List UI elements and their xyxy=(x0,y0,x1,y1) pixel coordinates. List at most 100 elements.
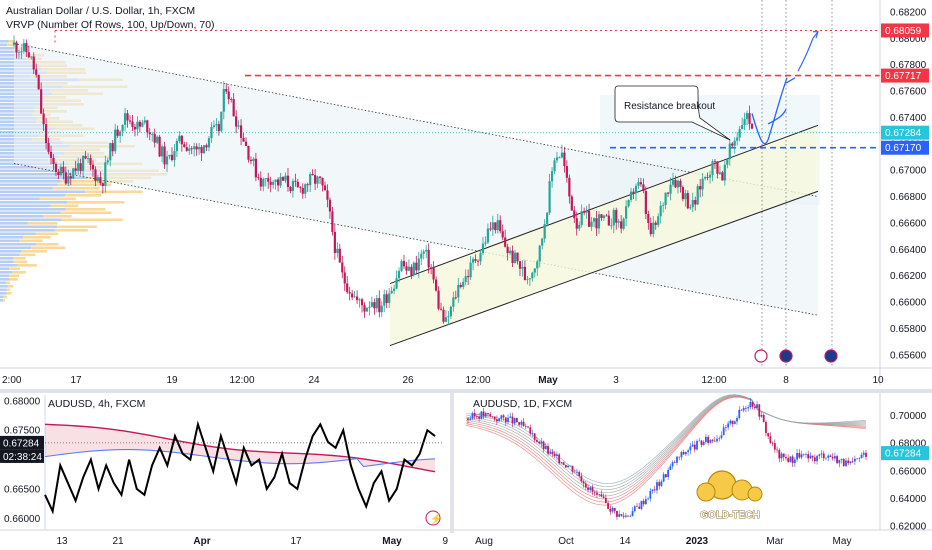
volume-profile-up-row xyxy=(0,218,62,222)
daily-candle-body xyxy=(736,418,738,422)
candle-body xyxy=(558,157,561,159)
candle-body xyxy=(126,113,129,121)
volume-profile-down-row xyxy=(9,278,18,281)
candle-body xyxy=(528,278,531,280)
candle-body xyxy=(109,143,112,161)
candle-body xyxy=(681,187,684,200)
candle-body xyxy=(622,218,625,229)
candle-body xyxy=(733,140,736,146)
candle-body xyxy=(232,99,235,117)
candle-body xyxy=(212,125,216,127)
candle-body xyxy=(314,175,317,184)
candle-body xyxy=(222,88,225,112)
candle-body xyxy=(57,171,60,176)
gold-tech-logo-coin-left xyxy=(696,482,716,502)
volume-profile-up-row xyxy=(0,57,26,61)
candle-body xyxy=(360,299,364,306)
candle-body xyxy=(738,129,741,138)
candle-body xyxy=(365,307,369,312)
daily-candles-group xyxy=(467,397,867,520)
daily-candle-body xyxy=(749,401,752,408)
daily-candle-body xyxy=(711,439,714,441)
candle-body xyxy=(476,260,480,262)
candle-body xyxy=(494,222,497,231)
candle-body xyxy=(138,121,141,127)
candle-body xyxy=(462,281,465,287)
candle-body xyxy=(447,316,450,318)
daily-candle-body xyxy=(631,511,634,516)
daily-candle-body xyxy=(573,471,576,473)
candle-body xyxy=(684,193,687,200)
candle-body xyxy=(42,113,45,125)
main-time-tick: 26 xyxy=(402,375,414,386)
candle-body xyxy=(254,158,257,178)
ma-ribbon-fill xyxy=(45,424,435,472)
main-price-tick: 0.67600 xyxy=(890,87,927,98)
candle-body xyxy=(523,266,527,281)
daily-candle-body xyxy=(660,481,663,486)
projection-arrow-1-head xyxy=(785,77,796,84)
volume-profile-up-row xyxy=(0,271,13,274)
daily-candle-body xyxy=(793,459,796,464)
daily-candle-body xyxy=(836,456,838,464)
candle-body xyxy=(467,276,470,278)
lower-right-time-tick: Oct xyxy=(558,536,574,547)
daily-candle-body xyxy=(733,421,736,424)
daily-candle-body xyxy=(707,436,710,443)
candle-body xyxy=(380,305,383,313)
candle-body xyxy=(726,159,729,165)
candle-body xyxy=(158,136,161,157)
candle-body xyxy=(237,125,240,127)
au-flag-icon xyxy=(779,349,793,363)
candle-body xyxy=(716,161,719,174)
daily-candle-body xyxy=(747,407,750,409)
volume-profile-up-row xyxy=(0,281,6,285)
candle-body xyxy=(64,172,67,184)
volume-profile-down-row xyxy=(12,271,26,274)
candle-body xyxy=(178,135,181,141)
daily-candle-body xyxy=(558,454,561,464)
candle-body xyxy=(629,191,633,200)
projection-arrow-2 xyxy=(797,31,819,72)
daily-candle-body xyxy=(633,506,636,512)
lower-left-price-tick: 0.66500 xyxy=(4,484,41,495)
candle-body xyxy=(148,132,151,135)
candle-body xyxy=(711,161,714,175)
candle-body xyxy=(590,221,593,227)
candle-body xyxy=(721,172,724,181)
daily-candle-body xyxy=(642,500,645,505)
volume-profile-up-row xyxy=(0,187,53,190)
candle-body xyxy=(173,151,176,161)
volume-profile-down-row xyxy=(60,211,112,215)
candle-body xyxy=(333,231,336,254)
daily-candle-body xyxy=(816,455,818,462)
daily-candle-body xyxy=(516,418,518,423)
volume-profile-down-row xyxy=(43,215,72,218)
candle-body xyxy=(516,252,519,262)
candle-body xyxy=(185,147,188,151)
candle-body xyxy=(264,178,267,180)
candle-body xyxy=(215,124,218,126)
candle-body xyxy=(649,222,652,235)
candle-body xyxy=(745,113,749,120)
daily-candle-body xyxy=(738,409,741,419)
lower-left-time-tick: Apr xyxy=(193,536,210,547)
volume-profile-down-row xyxy=(65,194,102,197)
candle-body xyxy=(546,212,549,225)
candle-body xyxy=(160,146,164,157)
volume-profile-down-row xyxy=(52,187,100,190)
candle-body xyxy=(457,284,460,298)
volume-profile-down-row xyxy=(3,295,7,299)
daily-candle-body xyxy=(713,440,716,442)
volume-profile-up-row xyxy=(0,50,15,54)
main-time-tick: 19 xyxy=(166,375,178,386)
candle-body xyxy=(659,205,662,217)
volume-profile-up-row xyxy=(0,190,86,194)
candle-body xyxy=(625,206,628,219)
candle-body xyxy=(143,120,146,123)
daily-candle-body xyxy=(598,494,601,495)
daily-candle-body xyxy=(600,494,603,497)
candle-body xyxy=(696,186,699,205)
ma-line-red xyxy=(44,423,436,473)
